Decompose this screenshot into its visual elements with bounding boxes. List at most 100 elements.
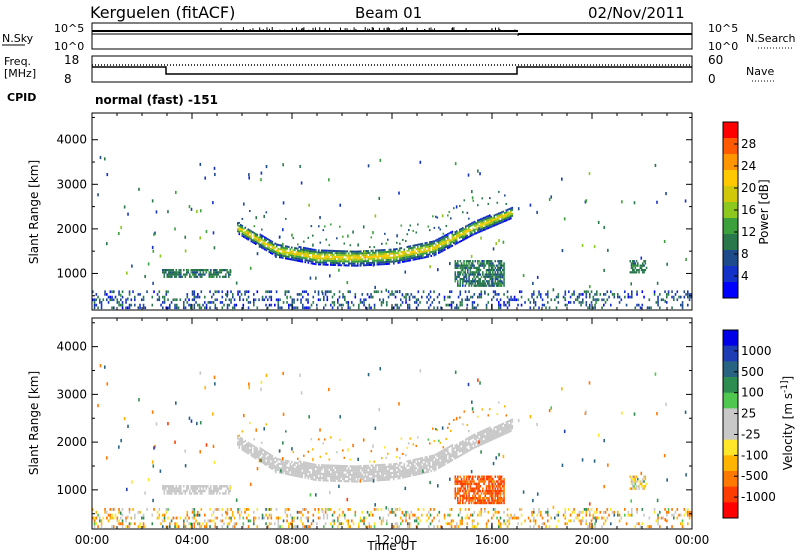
- power-cell: [349, 250, 352, 253]
- power-cell: [368, 306, 371, 310]
- velocity-cell: [685, 510, 687, 514]
- power-cell: [369, 251, 371, 254]
- power-cell: [477, 282, 479, 285]
- power-cell: [459, 284, 462, 287]
- power-cell: [382, 255, 385, 258]
- power-cell: [354, 254, 356, 257]
- velocity-cell: [263, 516, 266, 520]
- power-cell: [497, 280, 499, 283]
- power-cell: [498, 303, 500, 307]
- velocity-cell: [207, 519, 210, 523]
- velocity-cell: [478, 431, 481, 434]
- velocity-cell: [439, 441, 442, 444]
- velocity-cell: [181, 492, 184, 495]
- velocity-cell: [285, 472, 287, 475]
- power-cell: [400, 303, 402, 307]
- power-cell: [274, 303, 276, 307]
- velocity-cell: [382, 472, 385, 475]
- velocity-cell: [590, 507, 593, 511]
- power-cell: [390, 250, 392, 253]
- velocity-cell: [317, 507, 320, 511]
- power-cell: [309, 250, 311, 253]
- power-cell: [241, 230, 244, 233]
- velocity-cell: [172, 516, 175, 520]
- station-title: Kerguelen (fitACF): [90, 3, 235, 22]
- power-cell: [247, 290, 250, 294]
- velocity-cell: [468, 497, 470, 500]
- velocity-cell: [463, 452, 466, 455]
- velocity-cell: [671, 525, 673, 529]
- velocity-cell: [319, 474, 322, 477]
- velocity-cell: [485, 522, 488, 526]
- power-cell: [508, 212, 511, 215]
- power-cell: [482, 262, 484, 265]
- velocity-cell: [376, 464, 379, 467]
- power-cell: [459, 234, 461, 237]
- power-cell: [387, 258, 389, 261]
- velocity-cell: [201, 489, 203, 493]
- velocity-cell: [221, 513, 224, 517]
- velocity-cell: [226, 522, 229, 526]
- velocity-cell: [438, 456, 440, 459]
- power-cell: [485, 271, 488, 274]
- power-cell: [460, 268, 463, 272]
- power-cell: [319, 255, 322, 258]
- power-cell: [338, 290, 341, 294]
- velocity-cell: [671, 513, 673, 517]
- power-cell: [497, 268, 499, 272]
- power-cell: [391, 290, 393, 294]
- velocity-cell: [690, 510, 693, 514]
- velocity-cell: [486, 434, 488, 437]
- velocity-cell: [493, 426, 496, 429]
- power-cell: [397, 259, 400, 262]
- velocity-cell: [225, 516, 227, 520]
- velocity-cell: [184, 489, 187, 493]
- power-cell: [406, 245, 409, 248]
- power-cell: [493, 216, 496, 219]
- power-cell: [484, 277, 487, 281]
- power-cell: [285, 251, 287, 254]
- power-cell: [573, 290, 575, 294]
- velocity-cell: [447, 448, 449, 451]
- power-cell: [307, 293, 309, 296]
- velocity-cell: [346, 480, 349, 483]
- velocity-cell: [198, 489, 200, 493]
- velocity-cell: [504, 430, 506, 433]
- power-cell: [632, 266, 634, 269]
- velocity-cell: [465, 449, 467, 452]
- power-cell: [118, 303, 120, 307]
- velocity-cell: [439, 457, 442, 460]
- power-cell: [465, 237, 467, 240]
- velocity-cell: [646, 525, 649, 529]
- velocity-cell: [327, 464, 329, 467]
- power-cell: [495, 268, 498, 272]
- power-cell: [472, 260, 474, 263]
- velocity-cell: [405, 519, 407, 523]
- power-cell: [358, 250, 361, 253]
- power-cell: [421, 246, 424, 249]
- velocity-cell: [415, 466, 418, 470]
- power-cell: [436, 248, 439, 251]
- velocity-cell: [376, 477, 379, 480]
- power-cell: [318, 261, 320, 264]
- velocity-cell: [349, 473, 352, 477]
- power-cell: [666, 295, 668, 299]
- velocity-cell: [241, 439, 244, 443]
- velocity-cell: [463, 410, 466, 413]
- power-cell: [379, 261, 382, 264]
- velocity-cell: [421, 461, 424, 464]
- velocity-cell: [226, 485, 229, 488]
- velocity-cell: [604, 519, 607, 523]
- velocity-cell: [333, 477, 335, 480]
- velocity-cell: [171, 485, 173, 488]
- velocity-cell: [368, 513, 371, 517]
- velocity-cell: [249, 451, 251, 454]
- power-cell: [420, 243, 422, 246]
- velocity-cell: [456, 522, 458, 526]
- velocity-cell: [508, 522, 511, 526]
- velocity-cell: [333, 468, 335, 472]
- power-cell: [457, 275, 459, 278]
- power-cell: [506, 290, 509, 294]
- power-cell: [456, 240, 458, 243]
- velocity-cell: [592, 513, 595, 517]
